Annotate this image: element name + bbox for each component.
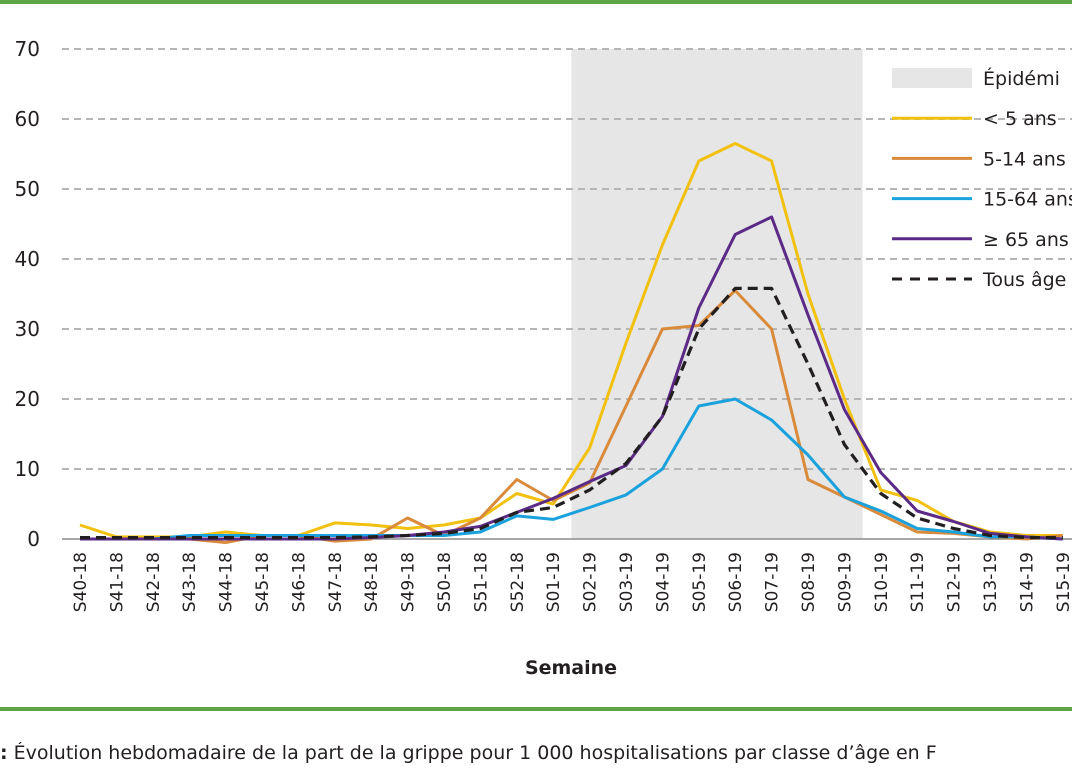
x-tick-label: S15-19 bbox=[1054, 552, 1072, 612]
x-tick-label: S43-18 bbox=[180, 552, 200, 612]
legend-label: 15-64 ans bbox=[983, 189, 1072, 211]
y-tick-label: 50 bbox=[15, 177, 40, 201]
caption-text: Évolution hebdomadaire de la part de la … bbox=[7, 742, 937, 764]
top-rule bbox=[0, 0, 1072, 4]
y-tick-label: 10 bbox=[15, 457, 40, 481]
x-tick-label: S47-18 bbox=[326, 552, 346, 612]
x-tick-label: S52-18 bbox=[508, 552, 528, 612]
epidemic-band bbox=[571, 49, 863, 539]
series-line bbox=[79, 142, 1063, 539]
caption-prefix: : bbox=[0, 742, 8, 764]
x-tick-label: S45-18 bbox=[253, 552, 273, 612]
legend-label: Tous âge bbox=[982, 269, 1066, 291]
x-tick-label: S51-18 bbox=[471, 552, 491, 612]
x-tick-label: S12-19 bbox=[945, 552, 965, 612]
x-tick-label: S07-19 bbox=[763, 552, 783, 612]
x-tick-label: S41-18 bbox=[107, 552, 127, 612]
x-tick-label: S49-18 bbox=[399, 552, 419, 612]
x-tick-label: S40-18 bbox=[71, 552, 91, 612]
x-tick-label: S13-19 bbox=[981, 552, 1001, 612]
x-tick-label: S02-19 bbox=[581, 552, 601, 612]
x-tick-label: S05-19 bbox=[690, 552, 710, 612]
x-tick-label: S42-18 bbox=[144, 552, 164, 612]
y-tick-label: 40 bbox=[15, 247, 40, 271]
legend-label: 5-14 ans bbox=[983, 148, 1066, 170]
x-tick-label: S44-18 bbox=[217, 552, 237, 612]
legend-label: ≥ 65 ans bbox=[983, 229, 1069, 251]
y-tick-label: 20 bbox=[15, 387, 40, 411]
x-tick-label: S11-19 bbox=[908, 552, 928, 612]
x-tick-label: S14-19 bbox=[1017, 552, 1037, 612]
x-tick-label: S09-19 bbox=[835, 552, 855, 612]
series-line bbox=[80, 397, 1063, 541]
x-tick-label: S01-19 bbox=[544, 552, 564, 612]
chart: 0 10 20 30 40 50 60 70 S40-18 S41-18 S42-18 S43-18 S… bbox=[15, 37, 1072, 679]
x-tick-label: S06-19 bbox=[726, 552, 746, 612]
x-tick-label: S50-18 bbox=[435, 552, 455, 612]
x-tick-label: S10-19 bbox=[872, 552, 892, 612]
y-tick-label: 60 bbox=[15, 107, 40, 131]
x-tick-label: S08-19 bbox=[799, 552, 819, 612]
figure-caption: : Évolution hebdomadaire de la part de l… bbox=[0, 742, 1072, 764]
legend-label: < 5 ans bbox=[983, 108, 1057, 130]
x-tick-label: S03-19 bbox=[617, 552, 637, 612]
y-tick-label: 70 bbox=[15, 37, 40, 61]
x-axis-title: Semaine bbox=[525, 657, 617, 679]
y-tick-label: 30 bbox=[15, 317, 40, 341]
y-tick-label: 0 bbox=[27, 527, 40, 551]
x-tick-label: S48-18 bbox=[362, 552, 382, 612]
x-tick-label: S46-18 bbox=[289, 552, 309, 612]
series-line bbox=[80, 286, 1063, 540]
legend-swatch bbox=[892, 68, 972, 88]
x-tick-label: S04-19 bbox=[653, 552, 673, 612]
legend-label: Épidémi bbox=[983, 67, 1060, 90]
bottom-rule bbox=[0, 707, 1072, 711]
